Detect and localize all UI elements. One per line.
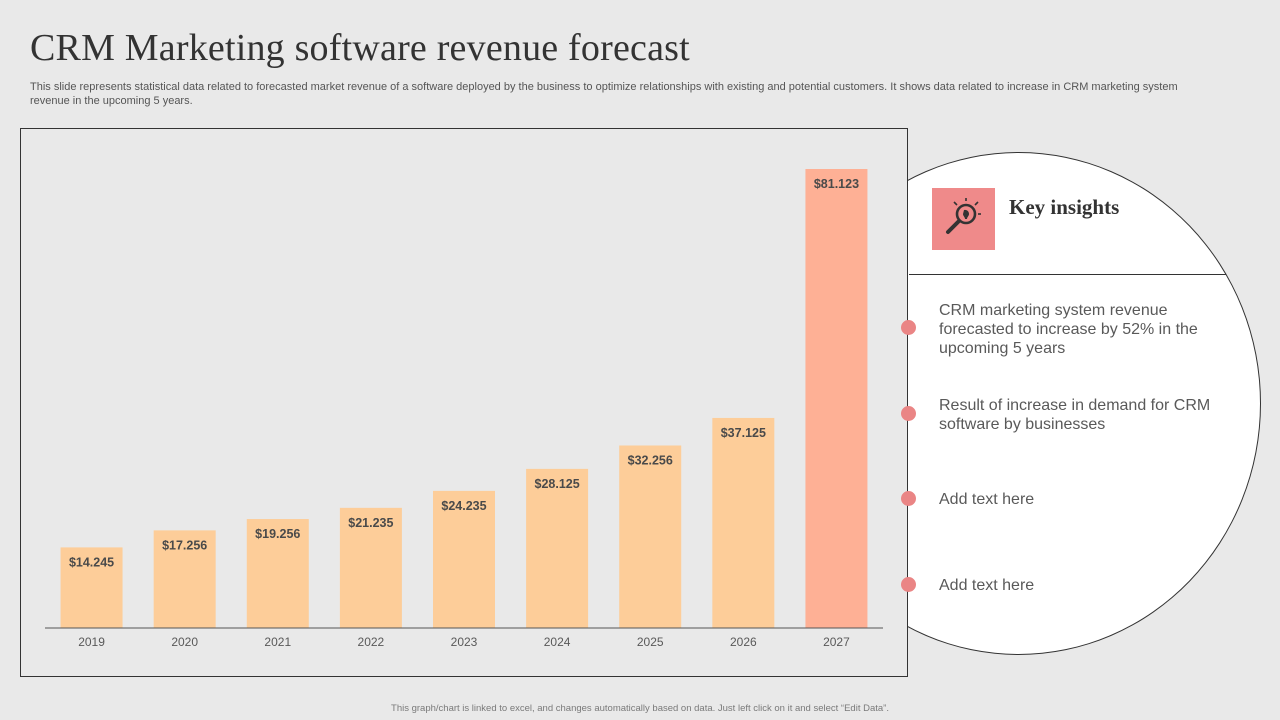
bar-2022[interactable] — [339, 507, 402, 628]
data-label: $81.123 — [814, 177, 859, 191]
x-tick-label: 2026 — [730, 635, 757, 649]
key-insights-icon-box — [932, 188, 995, 250]
data-label: $28.125 — [535, 477, 580, 491]
data-label: $37.125 — [721, 426, 766, 440]
revenue-bar-chart[interactable]: $14.245 2019 $17.256 2020 $19.256 2021 $21.235… — [21, 129, 909, 678]
x-tick-label: 2027 — [823, 635, 850, 649]
page-subtitle: This slide represents statistical data r… — [30, 81, 1178, 107]
insight-text[interactable]: Add text here — [939, 491, 1035, 508]
footnote: This graph/chart is linked to excel, and… — [391, 703, 889, 714]
x-tick-label: 2025 — [637, 635, 664, 649]
data-label: $24.235 — [441, 499, 486, 513]
chart-frame[interactable]: $14.245 2019 $17.256 2020 $19.256 2021 $21.235… — [20, 128, 908, 677]
data-label: $17.256 — [162, 538, 207, 552]
data-label: $32.256 — [628, 453, 673, 467]
page-title: CRM Marketing software revenue forecast — [30, 27, 690, 69]
bar-2027[interactable] — [805, 169, 868, 628]
x-tick-label: 2022 — [358, 635, 385, 649]
x-tick-label: 2023 — [451, 635, 478, 649]
bar-2020[interactable] — [153, 530, 216, 628]
bar-2023[interactable] — [433, 490, 495, 628]
insight-text[interactable]: Add text here — [939, 577, 1035, 594]
x-tick-label: 2024 — [544, 635, 571, 649]
bullet-dot-icon — [901, 406, 916, 421]
key-insights-title: Key insights — [1009, 195, 1120, 219]
x-tick-label: 2019 — [78, 635, 105, 649]
bullet-dot-icon — [901, 320, 916, 335]
bar-2021[interactable] — [246, 519, 309, 628]
insight-text[interactable]: Result of increase in demand for CRM sof… — [939, 397, 1211, 433]
insight-text[interactable]: CRM marketing system revenue forecasted … — [939, 302, 1198, 357]
bullet-dot-icon — [901, 577, 916, 592]
lightbulb-magnifier-icon — [946, 198, 981, 234]
insights-divider — [909, 274, 1226, 275]
data-label: $19.256 — [255, 527, 300, 541]
data-label: $21.235 — [348, 516, 393, 530]
data-label: $14.245 — [69, 555, 114, 569]
bar-2025[interactable] — [619, 445, 682, 628]
x-tick-label: 2021 — [264, 635, 291, 649]
x-tick-label: 2020 — [171, 635, 198, 649]
bar-2024[interactable] — [526, 468, 589, 628]
bar-2019[interactable] — [60, 547, 123, 628]
bar-2026[interactable] — [712, 417, 775, 628]
bullet-dot-icon — [901, 491, 916, 506]
